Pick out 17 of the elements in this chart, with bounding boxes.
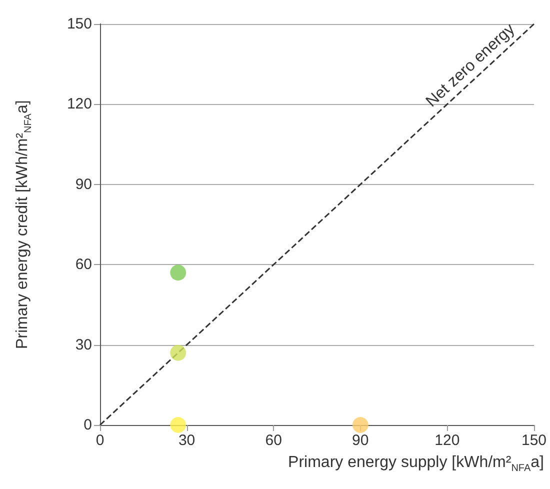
y-tick-label: 90 (75, 176, 92, 193)
x-tick-label: 60 (265, 432, 282, 449)
y-tick-label: 60 (75, 256, 92, 274)
point (170, 344, 186, 361)
x-tick-label: 150 (521, 432, 547, 449)
x-axis-title: Primary energy supply [kWh/m²$_{NFA}$a] (288, 454, 544, 474)
point (352, 417, 368, 433)
y-tick-label: 30 (75, 336, 92, 354)
x-tick-label: 90 (352, 432, 369, 449)
point (170, 264, 186, 281)
y-tick-label: 0 (84, 416, 92, 434)
x-tick-label: 0 (96, 432, 104, 449)
x-tick-label: 30 (178, 432, 196, 449)
point (170, 417, 186, 433)
y-tick-label: 150 (66, 16, 92, 32)
x-tick-label: 120 (434, 432, 460, 449)
y-tick-label: 120 (66, 96, 92, 113)
